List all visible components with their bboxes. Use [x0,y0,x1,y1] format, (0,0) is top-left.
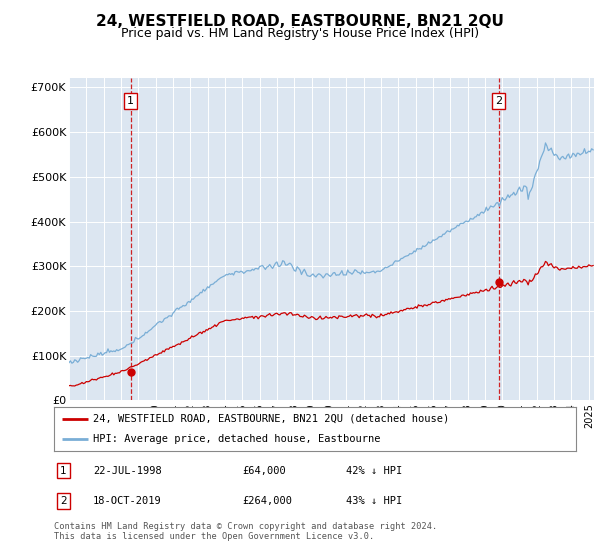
Text: £64,000: £64,000 [242,465,286,475]
Text: 22-JUL-1998: 22-JUL-1998 [93,465,162,475]
Text: 18-OCT-2019: 18-OCT-2019 [93,496,162,506]
Text: 2: 2 [495,96,502,106]
Text: 1: 1 [60,465,67,475]
Text: Price paid vs. HM Land Registry's House Price Index (HPI): Price paid vs. HM Land Registry's House … [121,27,479,40]
Text: £264,000: £264,000 [242,496,292,506]
Text: 43% ↓ HPI: 43% ↓ HPI [346,496,403,506]
Text: 1: 1 [127,96,134,106]
Text: 2: 2 [60,496,67,506]
Text: 24, WESTFIELD ROAD, EASTBOURNE, BN21 2QU (detached house): 24, WESTFIELD ROAD, EASTBOURNE, BN21 2QU… [93,414,449,424]
Text: HPI: Average price, detached house, Eastbourne: HPI: Average price, detached house, East… [93,434,380,444]
Text: Contains HM Land Registry data © Crown copyright and database right 2024.
This d: Contains HM Land Registry data © Crown c… [54,522,437,542]
Text: 42% ↓ HPI: 42% ↓ HPI [346,465,403,475]
Text: 24, WESTFIELD ROAD, EASTBOURNE, BN21 2QU: 24, WESTFIELD ROAD, EASTBOURNE, BN21 2QU [96,14,504,29]
